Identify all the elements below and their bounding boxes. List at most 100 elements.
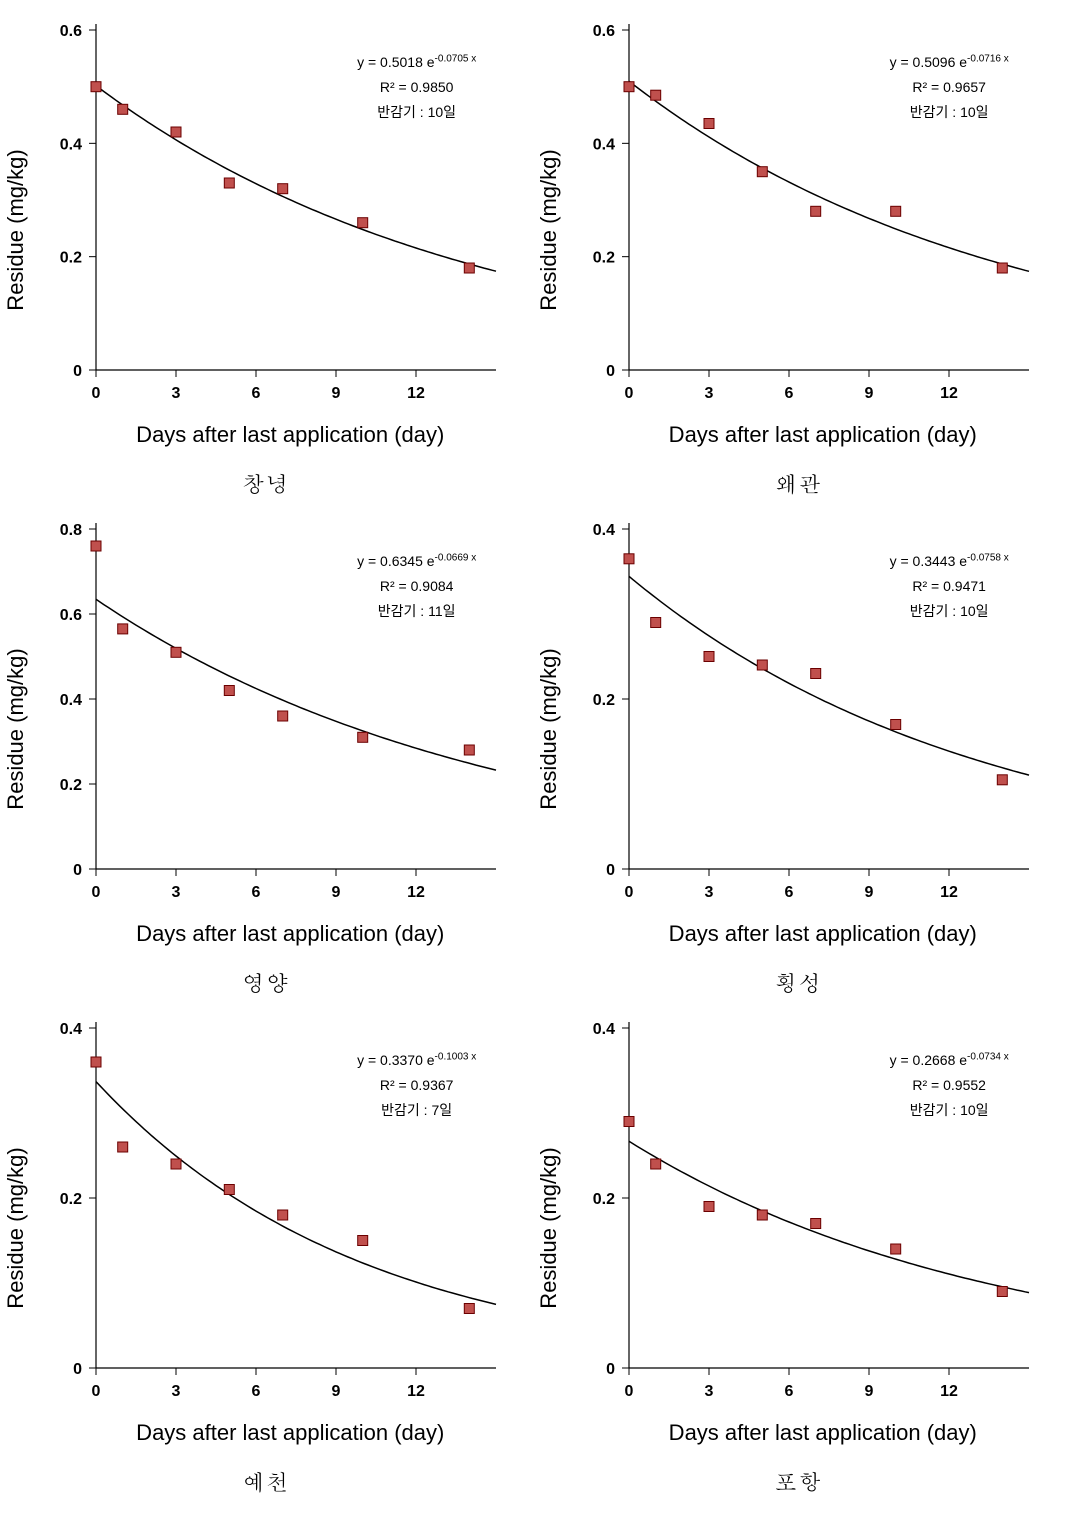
plot-area: 00.20.4 036912 y = 0.2668 e-0.0734 x R² … xyxy=(629,1028,1029,1368)
data-point xyxy=(757,167,767,177)
data-point xyxy=(997,775,1007,785)
data-point xyxy=(171,1159,181,1169)
data-point xyxy=(757,660,767,670)
halflife-text: 반감기 : 10일 xyxy=(890,1098,1009,1123)
svg-text:0: 0 xyxy=(73,862,82,879)
equation-text: y = 0.3370 e-0.1003 x xyxy=(357,1048,476,1073)
data-point xyxy=(225,686,235,696)
data-point xyxy=(465,1304,475,1314)
svg-text:12: 12 xyxy=(407,884,425,901)
svg-text:0.2: 0.2 xyxy=(593,250,615,267)
data-point xyxy=(650,1159,660,1169)
data-point xyxy=(650,618,660,628)
equation-text: y = 0.5096 e-0.0716 x xyxy=(890,50,1009,75)
data-point xyxy=(91,82,101,92)
svg-text:0.6: 0.6 xyxy=(60,23,82,40)
svg-text:0: 0 xyxy=(92,1383,101,1400)
svg-text:0.2: 0.2 xyxy=(60,250,82,267)
r-squared-text: R² = 0.9084 xyxy=(357,574,476,599)
svg-text:9: 9 xyxy=(864,884,873,901)
x-axis-label: Days after last application (day) xyxy=(136,1420,444,1446)
svg-text:0.6: 0.6 xyxy=(593,23,615,40)
halflife-text: 반감기 : 10일 xyxy=(890,599,1009,624)
equation-text: y = 0.5018 e-0.0705 x xyxy=(357,50,476,75)
svg-text:0: 0 xyxy=(606,862,615,879)
svg-text:0.4: 0.4 xyxy=(60,1021,82,1038)
svg-text:0: 0 xyxy=(73,363,82,380)
svg-text:12: 12 xyxy=(940,385,958,402)
svg-text:0.2: 0.2 xyxy=(593,1191,615,1208)
svg-text:0: 0 xyxy=(92,884,101,901)
chart-caption: 예천 xyxy=(242,1466,290,1497)
data-point xyxy=(624,554,634,564)
r-squared-text: R² = 0.9367 xyxy=(357,1073,476,1098)
y-axis-label: Residue (mg/kg) xyxy=(3,149,29,310)
svg-text:0.2: 0.2 xyxy=(60,1191,82,1208)
y-axis-label: Residue (mg/kg) xyxy=(536,149,562,310)
plot-area: 00.20.4 036912 y = 0.3443 e-0.0758 x R² … xyxy=(629,529,1029,869)
plot-area: 00.20.40.6 036912 y = 0.5018 e-0.0705 x … xyxy=(96,30,496,370)
equation-annotation: y = 0.6345 e-0.0669 x R² = 0.9084 반감기 : … xyxy=(357,549,476,625)
chart-cell: Residue (mg/kg) 00.20.4 036912 y = 0.344… xyxy=(553,519,1046,998)
halflife-text: 반감기 : 10일 xyxy=(890,100,1009,125)
data-point xyxy=(465,263,475,273)
x-axis-label: Days after last application (day) xyxy=(669,1420,977,1446)
svg-text:0: 0 xyxy=(624,1383,633,1400)
svg-text:3: 3 xyxy=(704,385,713,402)
y-axis-label: Residue (mg/kg) xyxy=(536,1147,562,1308)
data-point xyxy=(810,206,820,216)
data-point xyxy=(997,1287,1007,1297)
data-point xyxy=(278,184,288,194)
chart-caption: 왜관 xyxy=(775,468,823,499)
x-axis-label: Days after last application (day) xyxy=(136,422,444,448)
svg-text:3: 3 xyxy=(172,884,181,901)
chart-caption: 횡성 xyxy=(775,967,823,998)
equation-annotation: y = 0.3443 e-0.0758 x R² = 0.9471 반감기 : … xyxy=(890,549,1009,625)
data-point xyxy=(890,1244,900,1254)
chart-cell: Residue (mg/kg) 00.20.40.60.8 036912 y =… xyxy=(20,519,513,998)
x-axis-label: Days after last application (day) xyxy=(669,422,977,448)
chart-caption: 영양 xyxy=(242,967,290,998)
r-squared-text: R² = 0.9657 xyxy=(890,75,1009,100)
svg-text:9: 9 xyxy=(332,1383,341,1400)
data-point xyxy=(118,1142,128,1152)
data-point xyxy=(997,263,1007,273)
chart-cell: Residue (mg/kg) 00.20.4 036912 y = 0.266… xyxy=(553,1018,1046,1497)
y-axis-label: Residue (mg/kg) xyxy=(536,648,562,809)
svg-text:0.2: 0.2 xyxy=(60,777,82,794)
data-point xyxy=(171,647,181,657)
svg-text:0: 0 xyxy=(73,1361,82,1378)
data-point xyxy=(278,1210,288,1220)
svg-text:0: 0 xyxy=(624,884,633,901)
svg-text:0.4: 0.4 xyxy=(593,522,615,539)
data-point xyxy=(118,104,128,114)
data-point xyxy=(624,82,634,92)
data-point xyxy=(358,1236,368,1246)
equation-annotation: y = 0.2668 e-0.0734 x R² = 0.9552 반감기 : … xyxy=(890,1048,1009,1124)
chart-cell: Residue (mg/kg) 00.20.4 036912 y = 0.337… xyxy=(20,1018,513,1497)
fit-curve xyxy=(96,599,496,770)
y-axis-label: Residue (mg/kg) xyxy=(3,1147,29,1308)
chart-cell: Residue (mg/kg) 00.20.40.6 036912 y = 0.… xyxy=(20,20,513,499)
plot-area: 00.20.40.60.8 036912 y = 0.6345 e-0.0669… xyxy=(96,529,496,869)
data-point xyxy=(358,732,368,742)
chart-wrap: Residue (mg/kg) 00.20.40.6 036912 y = 0.… xyxy=(26,20,506,440)
svg-text:9: 9 xyxy=(332,385,341,402)
svg-text:0.4: 0.4 xyxy=(60,136,82,153)
data-point xyxy=(810,1219,820,1229)
y-axis-label: Residue (mg/kg) xyxy=(3,648,29,809)
data-point xyxy=(465,745,475,755)
svg-text:3: 3 xyxy=(704,1383,713,1400)
svg-text:12: 12 xyxy=(407,1383,425,1400)
svg-text:6: 6 xyxy=(784,1383,793,1400)
equation-text: y = 0.2668 e-0.0734 x xyxy=(890,1048,1009,1073)
svg-text:12: 12 xyxy=(940,884,958,901)
svg-text:3: 3 xyxy=(172,385,181,402)
data-point xyxy=(704,1202,714,1212)
data-point xyxy=(704,652,714,662)
data-point xyxy=(171,127,181,137)
halflife-text: 반감기 : 7일 xyxy=(357,1098,476,1123)
chart-caption: 포항 xyxy=(775,1466,823,1497)
data-point xyxy=(278,711,288,721)
svg-text:6: 6 xyxy=(252,884,261,901)
